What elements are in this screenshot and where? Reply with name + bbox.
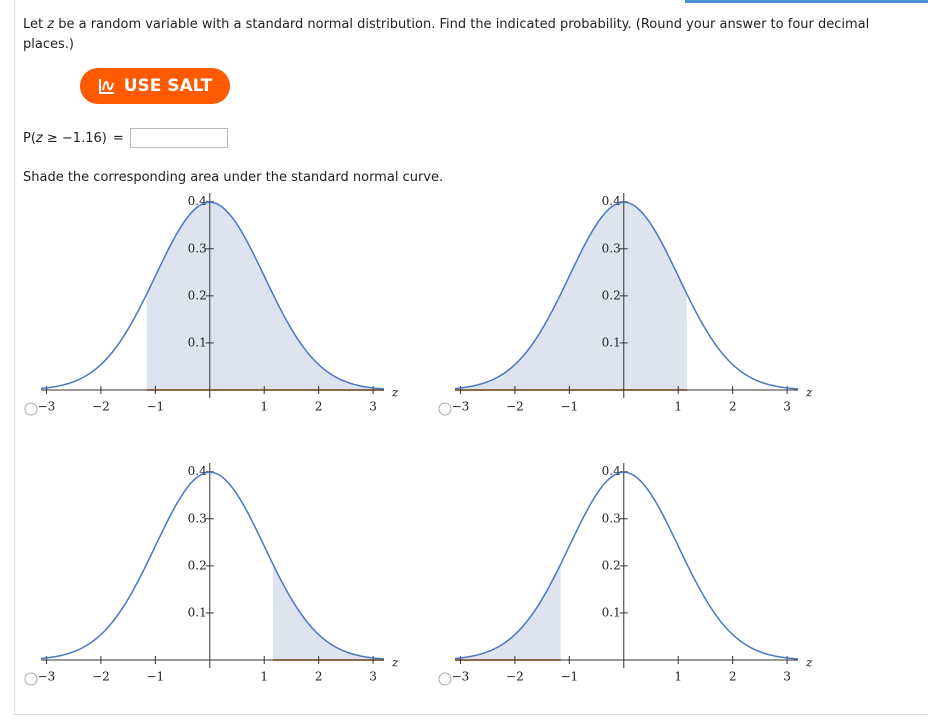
probability-text: P( [23, 130, 36, 146]
x-tick-label: −2 [506, 400, 524, 414]
question-text: be a random variable with a standard nor… [23, 17, 870, 52]
y-tick-label: 0.3 [602, 511, 621, 525]
progress-bar [685, 0, 928, 3]
x-tick-label: −3 [452, 400, 470, 414]
shaded-area [455, 564, 561, 660]
shaded-area [455, 202, 687, 390]
salt-icon [98, 79, 114, 94]
x-tick-label: 3 [369, 670, 377, 684]
y-tick-label: 0.3 [188, 241, 207, 255]
x-tick-label: 3 [783, 400, 791, 414]
x-axis-label: z [391, 656, 399, 670]
density-curve [40, 201, 385, 390]
normal-chart: −3 −2 −1 1 2 30.10.20.30.4z [438, 193, 813, 416]
radio-button[interactable] [438, 672, 452, 686]
shaded-area [146, 202, 384, 390]
normal-chart: −3 −2 −1 1 2 30.10.20.30.4z [24, 193, 399, 416]
normal-chart: −3 −2 −1 1 2 30.10.20.30.4z [438, 463, 813, 686]
salt-label: USE SALT [123, 76, 213, 96]
x-tick-label: −3 [452, 670, 470, 684]
radio-button[interactable] [24, 672, 38, 686]
y-tick-label: 0.2 [602, 558, 621, 572]
x-tick-label: −2 [92, 400, 110, 414]
x-tick-label: 3 [783, 670, 791, 684]
density-curve [40, 471, 385, 660]
x-tick-label: 2 [315, 670, 323, 684]
question: Let z be a random variable with a standa… [23, 15, 903, 55]
probability-row: P(z ≥ −1.16) = [23, 128, 228, 148]
x-tick-label: 1 [674, 670, 682, 684]
salt-button[interactable]: USE SALT [80, 68, 230, 104]
question-text: Let [23, 17, 48, 32]
x-tick-label: −1 [560, 670, 578, 684]
x-tick-label: 3 [369, 400, 377, 414]
shade-prompt: Shade the corresponding area under the s… [23, 170, 444, 185]
y-tick-label: 0.1 [188, 605, 207, 619]
x-tick-label: 2 [729, 400, 737, 414]
x-axis-label: z [805, 386, 813, 400]
x-tick-label: 1 [260, 670, 268, 684]
y-tick-label: 0.1 [188, 335, 207, 349]
answer-input[interactable] [129, 128, 228, 148]
x-tick-label: −3 [38, 670, 56, 684]
x-tick-label: −1 [146, 400, 164, 414]
x-tick-label: 2 [729, 670, 737, 684]
y-tick-label: 0.2 [188, 288, 207, 302]
radio-button[interactable] [438, 402, 452, 416]
density-curve [454, 471, 799, 660]
x-tick-label: −2 [506, 670, 524, 684]
x-axis-label: z [391, 386, 399, 400]
x-axis-label: z [805, 656, 813, 670]
normal-chart: −3 −2 −1 1 2 30.10.20.30.4z [24, 463, 399, 686]
y-tick-label: 0.1 [602, 335, 621, 349]
x-tick-label: −2 [92, 670, 110, 684]
probability-label: P(z ≥ −1.16) [23, 131, 107, 146]
x-tick-label: 1 [674, 400, 682, 414]
x-tick-label: −1 [560, 400, 578, 414]
frame [14, 0, 928, 715]
variable: z [47, 17, 55, 32]
radio-button[interactable] [24, 402, 38, 416]
y-tick-label: 0.2 [188, 558, 207, 572]
x-tick-label: 2 [315, 400, 323, 414]
y-tick-label: 0.2 [602, 288, 621, 302]
y-tick-label: 0.3 [602, 241, 621, 255]
x-tick-label: −3 [38, 400, 56, 414]
y-tick-label: 0.1 [602, 605, 621, 619]
x-tick-label: 1 [260, 400, 268, 414]
probability-text: ≥ −1.16) [42, 130, 107, 146]
variable: z [35, 130, 43, 146]
density-curve [454, 201, 799, 390]
x-tick-label: −1 [146, 670, 164, 684]
y-tick-label: 0.3 [188, 511, 207, 525]
shaded-area [272, 564, 384, 660]
equals: = [112, 130, 124, 146]
